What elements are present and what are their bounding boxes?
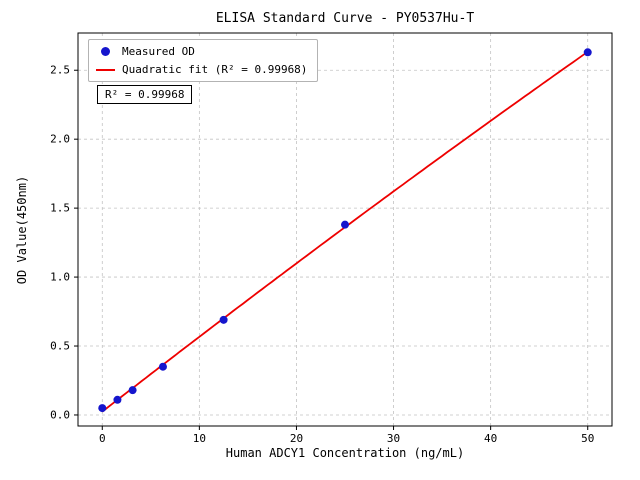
x-tick-label: 20 <box>290 432 303 445</box>
data-point <box>113 395 122 404</box>
legend-label-quadratic-fit: Quadratic fit (R² = 0.99968) <box>122 63 308 76</box>
data-point <box>219 315 228 324</box>
x-tick-label: 10 <box>193 432 206 445</box>
x-tick-label: 30 <box>387 432 400 445</box>
r-squared-annotation: R² = 0.99968 <box>97 85 193 104</box>
data-point <box>128 386 137 395</box>
y-tick-label: 0.5 <box>50 340 70 353</box>
y-tick-label: 1.5 <box>50 202 70 215</box>
fit-line-icon <box>96 68 115 71</box>
data-point <box>98 404 107 413</box>
plot-frame <box>77 32 613 427</box>
y-tick-label: 2.0 <box>50 133 70 146</box>
y-tick-label: 2.5 <box>50 64 70 77</box>
legend-item-measured-od: Measured OD <box>96 45 307 58</box>
legend: Measured OD Quadratic fit (R² = 0.99968) <box>88 39 319 82</box>
x-tick-label: 50 <box>581 432 594 445</box>
x-axis-label: Human ADCY1 Concentration (ng/mL) <box>225 446 465 460</box>
data-point <box>583 48 592 57</box>
data-point <box>158 362 167 371</box>
data-point <box>341 220 349 229</box>
legend-label-measured-od: Measured OD <box>122 45 195 58</box>
y-tick-label: 1.0 <box>50 271 70 284</box>
legend-item-quadratic-fit: Quadratic fit (R² = 0.99968) <box>96 63 307 76</box>
chart-title: ELISA Standard Curve - PY0537Hu-T <box>215 11 475 26</box>
x-tick-label: 0 <box>99 432 106 445</box>
measured-od-marker-icon <box>101 47 110 56</box>
x-tick-label: 40 <box>484 432 497 445</box>
y-axis-label: OD Value(450nm) <box>15 175 29 285</box>
y-tick-label: 0.0 <box>50 408 70 421</box>
quadratic-fit-line <box>101 51 589 413</box>
